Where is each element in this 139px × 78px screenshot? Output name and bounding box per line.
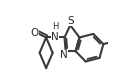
Text: N: N	[60, 50, 68, 60]
Text: N: N	[51, 32, 59, 42]
Text: S: S	[67, 16, 74, 26]
Text: H: H	[52, 22, 59, 31]
Text: O: O	[31, 28, 39, 38]
